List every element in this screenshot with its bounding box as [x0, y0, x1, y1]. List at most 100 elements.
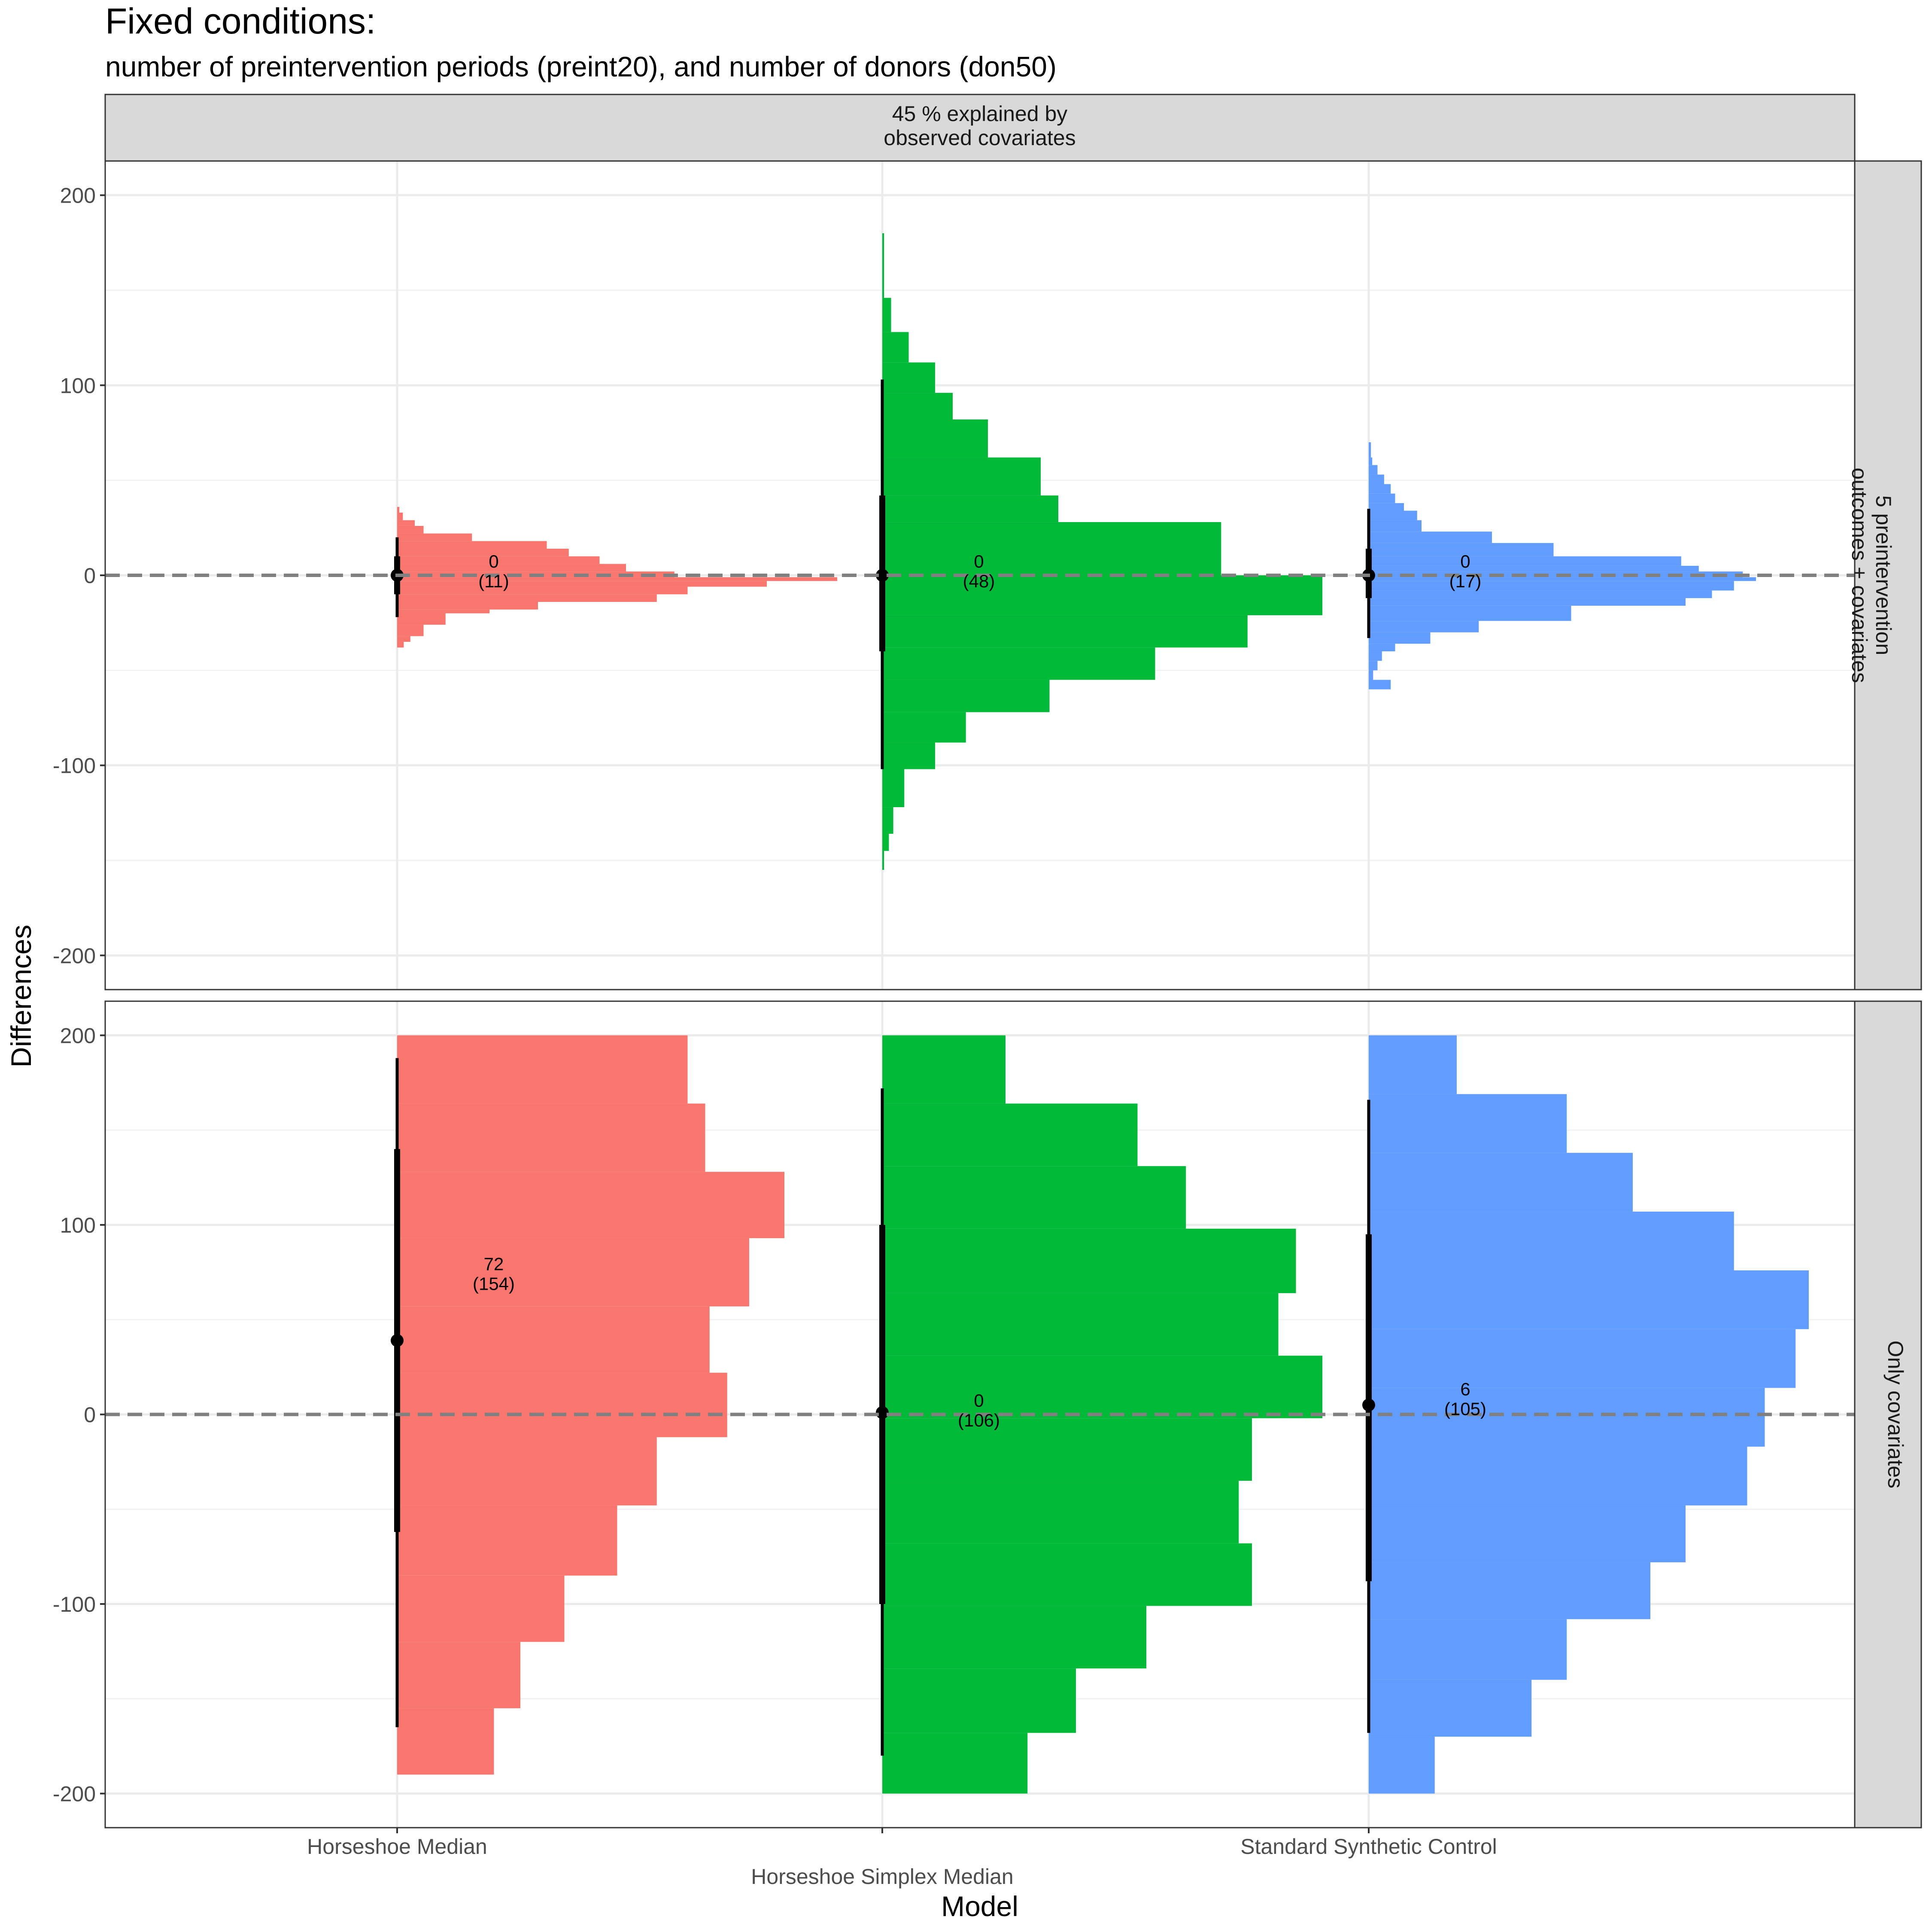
- histogram-bar: [397, 1708, 494, 1775]
- histogram-bar: [397, 1642, 520, 1708]
- histogram-bar: [397, 601, 538, 610]
- y-tick-label: -200: [53, 944, 96, 968]
- series-2: [876, 233, 1322, 870]
- row-strip: Only covariates: [1854, 1000, 1922, 1829]
- histogram-bar: [882, 807, 893, 834]
- histogram-bar: [397, 512, 403, 520]
- annotation-value: 72: [484, 1254, 504, 1274]
- histogram-bar: [397, 507, 400, 513]
- histogram-bar: [882, 1543, 1252, 1606]
- histogram-bar: [882, 769, 905, 808]
- histogram-bar: [1369, 670, 1373, 680]
- label-line: outcomes + covariates: [1847, 468, 1871, 683]
- histogram-bar: [397, 636, 410, 642]
- histogram-bar: [1369, 1212, 1734, 1270]
- histogram-bar: [882, 1166, 1186, 1229]
- histogram-bar: [882, 851, 884, 870]
- chart-title: Fixed conditions:: [105, 1, 376, 41]
- histogram-bar: [882, 712, 966, 743]
- histogram-bar: [882, 575, 1322, 615]
- histogram-bar: [882, 233, 884, 298]
- y-tick-label: -100: [53, 1592, 96, 1616]
- annotation-value: 6: [1460, 1379, 1470, 1399]
- label-line: 45 % explained by: [892, 102, 1068, 126]
- histogram-bar: [1369, 1680, 1532, 1737]
- annotation-value: 0: [489, 551, 498, 571]
- histogram-bar: [882, 332, 909, 363]
- histogram-bar: [1369, 556, 1681, 566]
- histogram-bar: [882, 615, 1248, 648]
- histogram-bar: [397, 1103, 705, 1172]
- histogram-bar: [882, 522, 1221, 575]
- column-strip-label: 45 % explained by observed covariates: [884, 102, 1075, 150]
- histogram-bar: [397, 556, 600, 564]
- column-strip-background: [104, 94, 1856, 162]
- point-estimate: [1362, 1398, 1375, 1412]
- point-estimate: [391, 1334, 404, 1347]
- histogram-bar: [1369, 651, 1382, 661]
- annotation-value: 0: [974, 551, 984, 571]
- row-strip-label: Only covariates: [1883, 1340, 1908, 1488]
- histogram-bar: [882, 1606, 1146, 1669]
- histogram-bar: [397, 641, 404, 648]
- histogram-bar: [397, 526, 424, 534]
- y-tick-label: 200: [60, 1024, 96, 1048]
- histogram-bar: [1369, 565, 1699, 572]
- histogram-bar: [1369, 605, 1571, 621]
- histogram-bar: [397, 1306, 710, 1373]
- histogram-bar: [1369, 1446, 1747, 1506]
- series-2: [876, 1035, 1322, 1794]
- annotation-count: (48): [963, 571, 995, 591]
- x-tick-label: Horseshoe Simplex Median: [751, 1865, 1013, 1889]
- histogram-bar: [397, 581, 767, 587]
- histogram-bar: [1369, 1094, 1567, 1153]
- histogram-bar: [397, 1505, 617, 1576]
- histogram-bar: [1369, 1153, 1633, 1212]
- histogram-bar: [1369, 510, 1417, 520]
- histogram-bar: [397, 594, 657, 602]
- annotation-value: 0: [1460, 551, 1470, 571]
- histogram-bar: [397, 1373, 727, 1437]
- annotation-count: (106): [958, 1410, 1000, 1431]
- series-1: [391, 1035, 784, 1775]
- histogram-bar: [1369, 532, 1492, 543]
- histogram-bar: [1369, 1270, 1809, 1329]
- histogram-bar: [882, 457, 1041, 496]
- histogram-bar: [397, 541, 547, 549]
- histogram-bar: [1369, 1562, 1650, 1619]
- histogram-bar: [1369, 1329, 1796, 1388]
- histogram-bar: [882, 1103, 1138, 1166]
- y-axis-title: Differences: [5, 925, 37, 1068]
- histogram-bar: [882, 298, 891, 332]
- annotation-count: (105): [1444, 1399, 1486, 1419]
- histogram-bar: [1369, 484, 1391, 494]
- y-tick-label: 200: [60, 184, 96, 208]
- y-tick-label: -100: [53, 754, 96, 778]
- series-1: [391, 507, 837, 648]
- histogram-bar: [882, 1418, 1252, 1481]
- point-estimate: [876, 1406, 889, 1419]
- histogram-bar: [397, 520, 415, 526]
- y-tick-label: 100: [60, 374, 96, 398]
- histogram-bar: [882, 1668, 1076, 1733]
- histogram-bar: [1369, 680, 1391, 690]
- histogram-bar: [882, 1228, 1296, 1293]
- histogram-bar: [397, 609, 490, 614]
- histogram-bar: [882, 1481, 1239, 1543]
- histogram-bar: [1369, 474, 1384, 484]
- label-line: 5 preintervention: [1871, 495, 1896, 655]
- x-axis-title: Model: [941, 1890, 1018, 1922]
- histogram-bar: [882, 1733, 1028, 1794]
- histogram-bar: [1369, 1035, 1457, 1094]
- histogram-bar: [882, 1355, 1322, 1419]
- histogram-bar: [397, 586, 688, 595]
- histogram-bar: [397, 577, 837, 581]
- histogram-bar: [882, 742, 935, 769]
- annotation-value: 0: [974, 1391, 984, 1411]
- x-tick-label: Standard Synthetic Control: [1240, 1835, 1497, 1859]
- histogram-bar: [1369, 581, 1734, 591]
- histogram-bar: [882, 647, 1155, 680]
